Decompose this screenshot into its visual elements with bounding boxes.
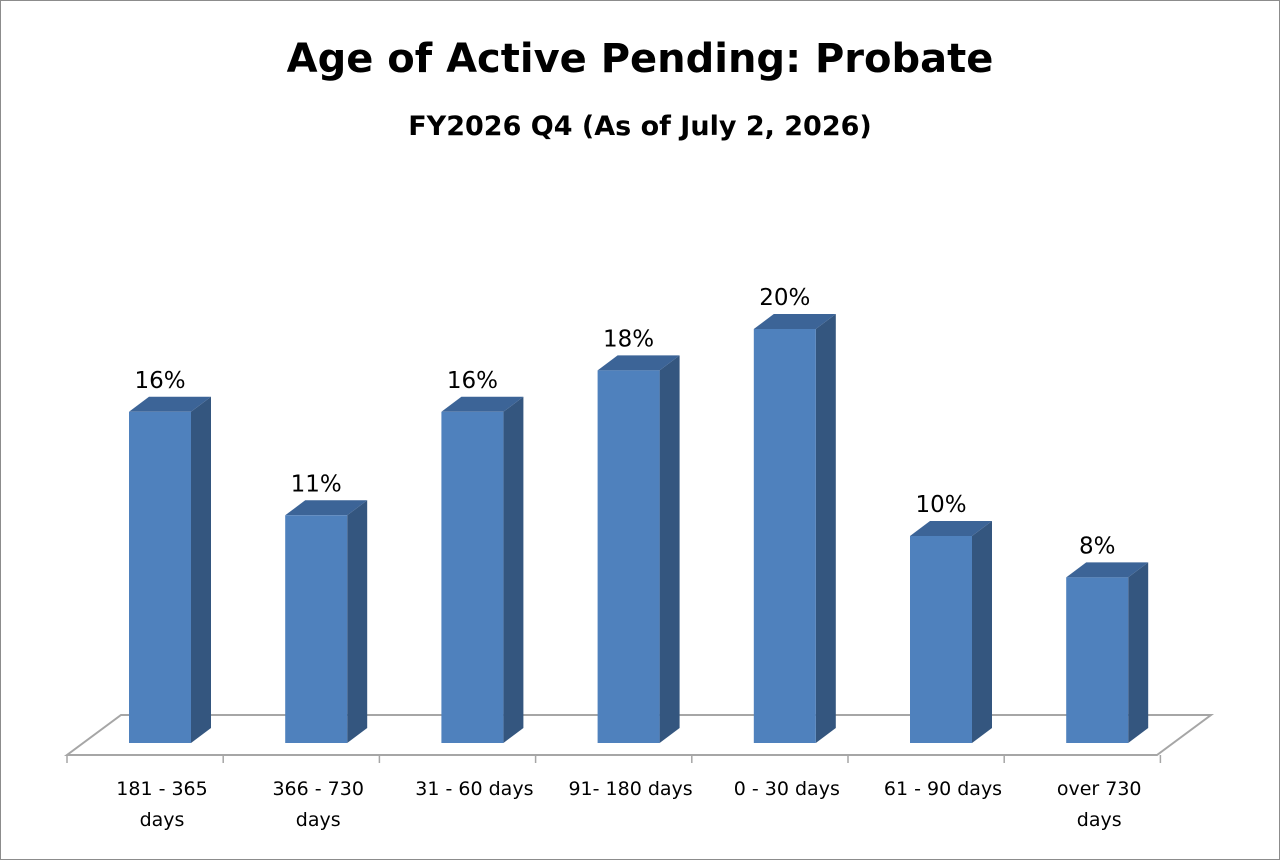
chart-title: Age of Active Pending: Probate — [286, 36, 994, 82]
bar-top — [753, 314, 836, 329]
x-tick-label: 181 - 365 days — [116, 778, 207, 831]
bar-top — [1066, 562, 1149, 578]
bar-top — [910, 521, 992, 536]
data-label: 8% — [1079, 533, 1116, 559]
x-tick-label-line: 31 - 60 days — [415, 778, 533, 800]
x-tick-label-line: 0 - 30 days — [734, 778, 840, 800]
bar-group — [753, 314, 836, 743]
bar-side — [191, 396, 211, 743]
data-label: 11% — [291, 471, 342, 497]
data-label: 20% — [759, 285, 810, 311]
bar-group — [1066, 562, 1149, 743]
x-tick-label: 91- 180 days — [568, 778, 692, 800]
bar — [910, 536, 972, 743]
bar — [285, 515, 348, 743]
x-tick-label-line: 366 - 730 — [272, 778, 363, 800]
bar-side — [503, 396, 524, 743]
bar — [597, 370, 660, 743]
x-tick-label-line: over 730 — [1057, 778, 1142, 800]
x-tick-label-line: 181 - 365 — [116, 778, 207, 800]
x-tick-label: 0 - 30 days — [734, 778, 840, 800]
data-label: 16% — [447, 368, 498, 394]
x-tick-label: 61 - 90 days — [884, 778, 1002, 800]
x-tick-label-line: days — [1077, 809, 1122, 831]
x-axis-ticks — [66, 755, 1162, 763]
bar-top — [129, 396, 211, 412]
bar-side — [347, 500, 368, 743]
bar — [1066, 577, 1129, 743]
bar — [753, 329, 816, 743]
chart-floor — [63, 714, 1215, 756]
bar-group — [910, 521, 992, 743]
bar-group — [129, 396, 211, 743]
x-tick-label: over 730 days — [1057, 778, 1142, 831]
bar-side — [659, 355, 680, 743]
bar — [441, 411, 504, 743]
bar — [129, 411, 191, 743]
x-tick-label-line: 61 - 90 days — [884, 778, 1002, 800]
bar-group — [597, 355, 680, 743]
data-label: 18% — [603, 326, 654, 352]
bar-group — [285, 500, 368, 743]
x-tick-label: 31 - 60 days — [415, 778, 533, 800]
x-tick-label-line: days — [296, 809, 341, 831]
bar-top — [441, 396, 524, 412]
x-tick-label: 366 - 730 days — [272, 778, 363, 831]
x-tick-label-line: days — [140, 809, 185, 831]
data-label: 10% — [915, 492, 966, 518]
chart-subtitle: FY2026 Q4 (As of July 2, 2026) — [408, 111, 872, 142]
x-tick-label-line: 91- 180 days — [568, 778, 692, 800]
bar-side — [972, 521, 992, 743]
bar-top — [597, 355, 680, 371]
bar-top — [285, 500, 368, 516]
bar-side — [815, 314, 836, 743]
data-label: 16% — [134, 368, 185, 394]
bar-side — [1128, 562, 1149, 743]
bar-group — [441, 396, 524, 743]
